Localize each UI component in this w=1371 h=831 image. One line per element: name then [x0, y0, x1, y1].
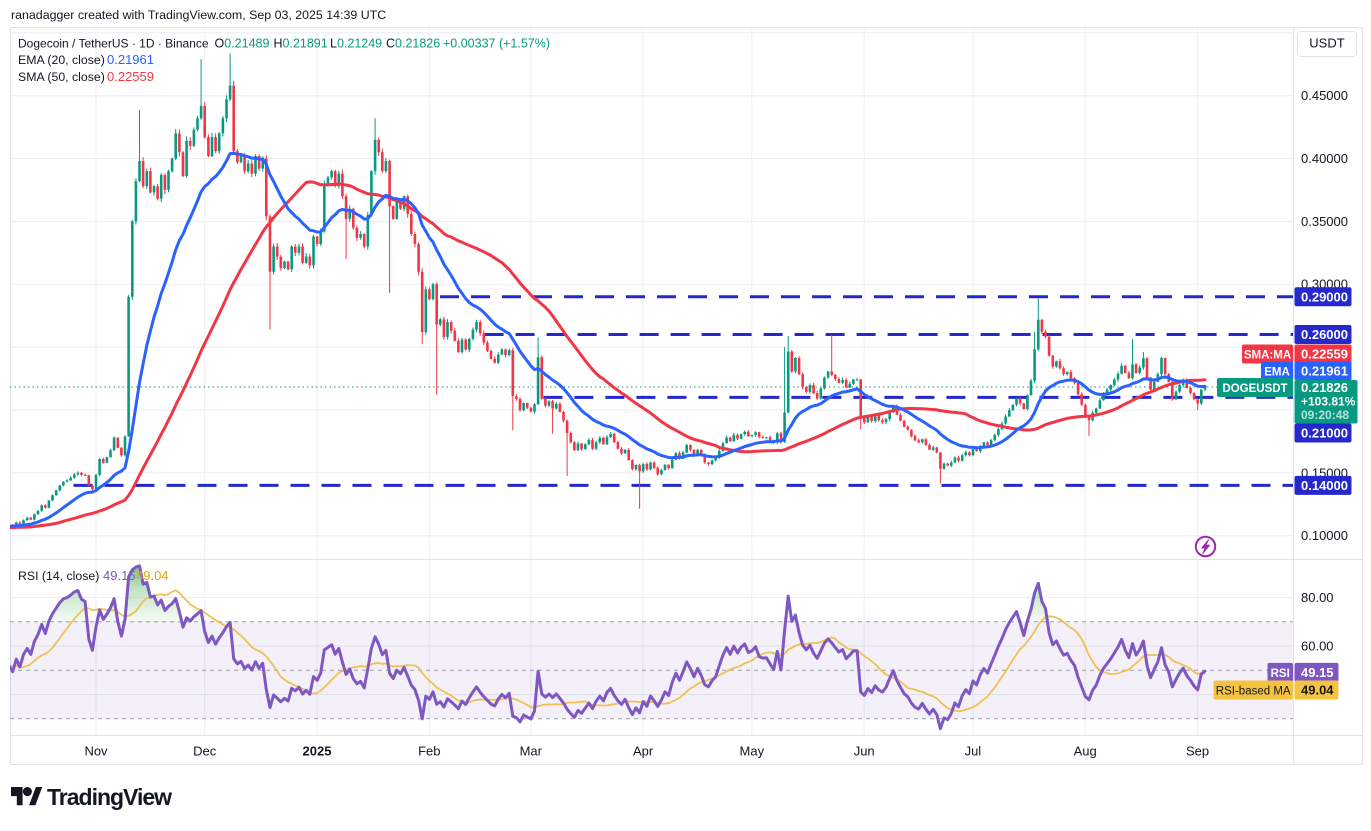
svg-text:EMA: EMA [1264, 367, 1290, 379]
svg-text:09:20:48: 09:20:48 [1301, 408, 1349, 422]
svg-text:60.00: 60.00 [1301, 639, 1334, 654]
svg-text:Dogecoin / TetherUS · 1D · Bin: Dogecoin / TetherUS · 1D · Binance [18, 37, 209, 51]
svg-text:0.29000: 0.29000 [1301, 289, 1348, 304]
svg-text:Aug: Aug [1074, 744, 1097, 759]
svg-text:Jun: Jun [854, 744, 875, 759]
svg-text:Mar: Mar [520, 744, 543, 759]
svg-text:Apr: Apr [633, 744, 654, 759]
svg-text:ranadagger created with Tradin: ranadagger created with TradingView.com,… [11, 8, 386, 22]
svg-text:SMA:MA: SMA:MA [1244, 350, 1291, 362]
svg-text:Jul: Jul [965, 744, 982, 759]
svg-text:0.35000: 0.35000 [1301, 214, 1348, 229]
svg-text:Sep: Sep [1186, 744, 1209, 759]
svg-text:2025: 2025 [303, 744, 332, 759]
svg-text:USDT: USDT [1309, 36, 1344, 51]
svg-text:0.26000: 0.26000 [1301, 327, 1348, 342]
svg-text:RSI: RSI [1271, 668, 1290, 680]
svg-text:DOGEUSDT: DOGEUSDT [1222, 383, 1287, 395]
svg-text:RSI (14, close)49.1549.04: RSI (14, close) 49.1549.04 [18, 568, 169, 583]
svg-text:Feb: Feb [418, 744, 440, 759]
svg-text:RSI-based MA: RSI-based MA [1216, 686, 1291, 698]
svg-text:+103.81%: +103.81% [1301, 395, 1356, 409]
svg-text:0.21961: 0.21961 [1301, 364, 1348, 379]
svg-text:0.21826: 0.21826 [1301, 380, 1348, 395]
svg-text:0.21000: 0.21000 [1301, 426, 1348, 441]
svg-text:May: May [740, 744, 765, 759]
svg-text:Nov: Nov [84, 744, 108, 759]
svg-text:0.40000: 0.40000 [1301, 151, 1348, 166]
svg-text:49.04: 49.04 [1301, 683, 1334, 698]
svg-text:0.14000: 0.14000 [1301, 478, 1348, 493]
svg-text:0.10000: 0.10000 [1301, 528, 1348, 543]
svg-text:80.00: 80.00 [1301, 590, 1334, 605]
svg-text:SMA (50, close)0.22559: SMA (50, close) 0.22559 [18, 69, 154, 84]
svg-text:0.22559: 0.22559 [1301, 347, 1348, 362]
svg-text:EMA (20, close)0.21961: EMA (20, close) 0.21961 [18, 52, 154, 67]
svg-text:Dec: Dec [193, 744, 217, 759]
svg-text:0.45000: 0.45000 [1301, 88, 1348, 103]
svg-text:TradingView: TradingView [47, 784, 172, 810]
svg-text:49.15: 49.15 [1301, 665, 1334, 680]
